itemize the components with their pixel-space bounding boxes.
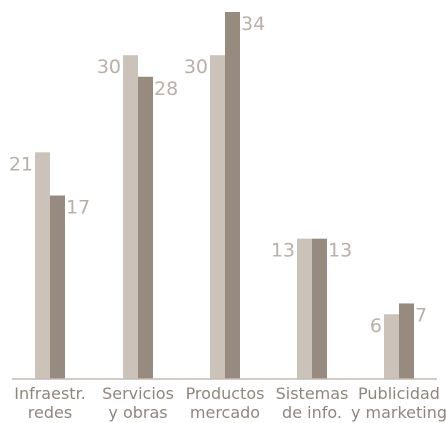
category-label-2-line-2: y obras: [108, 403, 167, 422]
value-label-series-2-2: 28: [154, 78, 178, 100]
value-label-series-1-5: 6: [370, 315, 382, 337]
value-label-series-1-2: 30: [97, 56, 121, 78]
bar-series-1-5: [384, 314, 399, 379]
category-label-4-line-2: de info.: [282, 403, 342, 422]
bar-series-2-5: [399, 303, 414, 379]
value-label-series-2-4: 13: [328, 240, 352, 262]
bar-series-1-3: [210, 55, 225, 379]
category-label-4-line-1: Sistemas: [276, 384, 349, 403]
bar-series-2-4: [312, 238, 327, 379]
value-label-series-1-4: 13: [271, 240, 295, 262]
category-label-1-line-1: Infraestr.: [14, 384, 86, 403]
bar-series-1-4: [297, 238, 312, 379]
bar-series-2-1: [50, 195, 65, 379]
category-label-3-line-1: Productos: [186, 384, 265, 403]
value-label-series-2-3: 34: [241, 13, 265, 35]
bar-series-1-1: [35, 152, 50, 379]
bar-series-2-3: [225, 12, 240, 379]
bars-layer: [35, 12, 414, 379]
category-label-2-line-1: Servicios: [102, 384, 174, 403]
bar-series-2-2: [138, 76, 153, 379]
value-label-series-1-3: 30: [184, 56, 208, 78]
category-label-1-line-2: redes: [28, 403, 72, 422]
bar-series-1-2: [123, 55, 138, 379]
value-label-series-1-1: 21: [9, 153, 33, 175]
value-label-series-2-5: 7: [415, 304, 427, 326]
value-labels-layer: 21 17 30 28 30 34 13 13 6 7: [9, 13, 427, 337]
value-label-series-2-1: 17: [66, 197, 90, 219]
category-label-5-line-2: y marketing: [351, 403, 446, 422]
category-label-5-line-1: Publicidad: [358, 384, 440, 403]
category-label-3-line-2: mercado: [190, 403, 260, 422]
